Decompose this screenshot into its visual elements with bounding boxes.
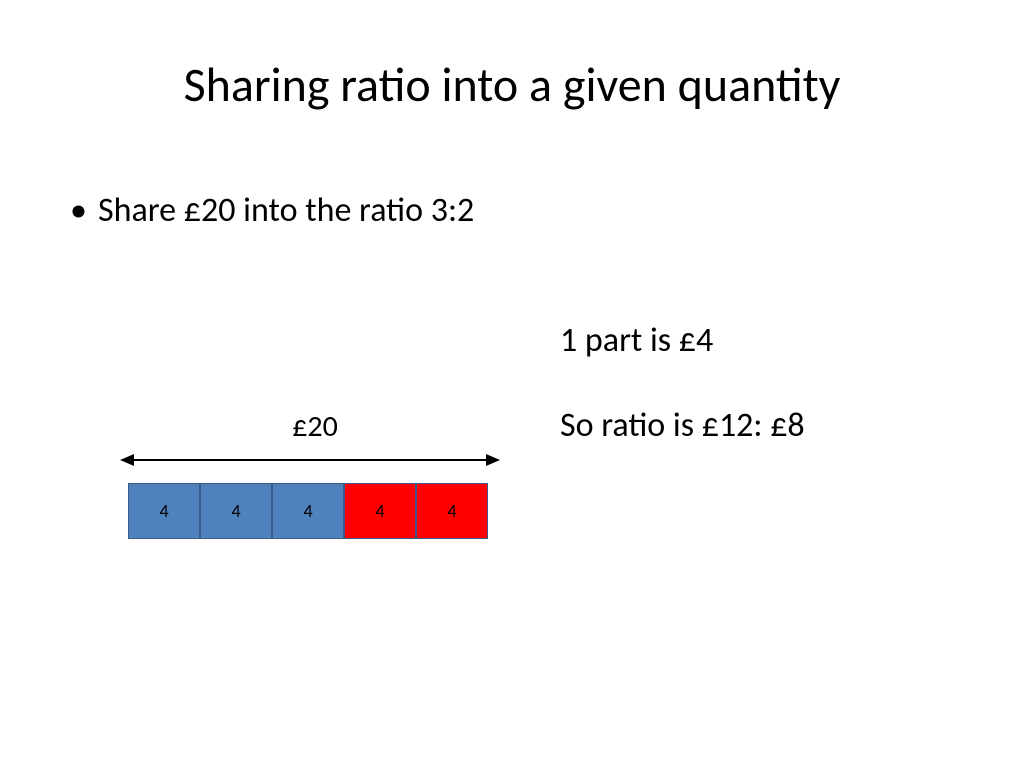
part-value-text: 1 part is £4: [560, 320, 713, 361]
double-arrow-icon: [120, 450, 500, 470]
ratio-cell: 4: [128, 483, 200, 539]
ratio-bar: 44444: [128, 483, 488, 539]
slide-title: Sharing ratio into a given quantity: [0, 55, 1024, 114]
arrow-total-label: £20: [130, 408, 500, 445]
ratio-cell: 4: [416, 483, 488, 539]
ratio-result-text: So ratio is £12: £8: [560, 405, 805, 446]
bullet-marker: •: [70, 190, 98, 231]
ratio-cell: 4: [344, 483, 416, 539]
ratio-cell: 4: [272, 483, 344, 539]
ratio-cell: 4: [200, 483, 272, 539]
bullet-text: Share £20 into the ratio 3:2: [98, 190, 474, 231]
bullet-item: •Share £20 into the ratio 3:2: [70, 190, 474, 231]
